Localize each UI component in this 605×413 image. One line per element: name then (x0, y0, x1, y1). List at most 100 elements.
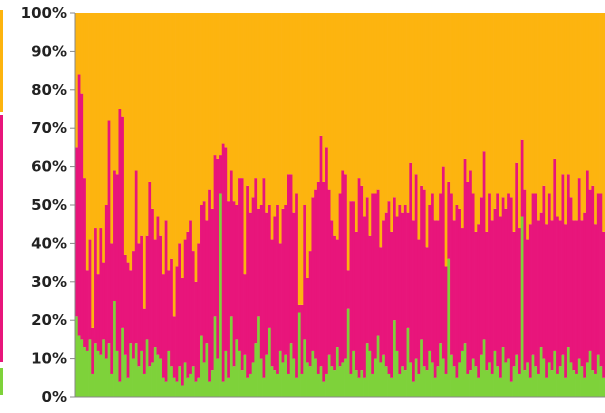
bar-segment-top-40 (183, 13, 187, 240)
bar-segment-top-63 (246, 13, 250, 186)
bar-segment-top-87 (311, 13, 315, 198)
bar-segment-middle-118 (395, 216, 399, 351)
bar-segment-bottom-106 (363, 377, 367, 397)
bar-segment-bottom-13 (110, 373, 114, 397)
bar-segment-middle-168 (531, 193, 535, 355)
bar-segment-middle-189 (588, 189, 592, 351)
bar-segment-bottom-179 (561, 354, 565, 397)
bar-segment-bottom-74 (276, 373, 280, 397)
bar-segment-middle-32 (161, 274, 166, 378)
bar-segment-bottom-78 (287, 373, 291, 397)
bar-segment-middle-26 (145, 235, 149, 340)
bar-segment-middle-10 (102, 262, 106, 340)
bar-segment-middle-191 (594, 224, 598, 374)
bar-segment-top-7 (94, 13, 98, 229)
bar-segment-top-0 (75, 13, 79, 148)
bar-segment-top-71 (267, 13, 272, 205)
bar-segment-bottom-134 (439, 343, 443, 397)
bar-segment-top-76 (281, 13, 285, 209)
y-tick-label: 90% (31, 42, 67, 60)
bar-segment-bottom-144 (466, 373, 470, 397)
legend-swatch-bottom (0, 368, 3, 395)
bar-segment-middle-138 (450, 193, 454, 355)
bar-segment-middle-48 (205, 220, 209, 344)
bar-segment-top-164 (520, 13, 524, 140)
bar-segment-middle-47 (202, 201, 206, 363)
bar-segment-middle-103 (354, 231, 359, 371)
bar-segment-top-126 (417, 13, 421, 240)
bar-segment-bottom-49 (208, 381, 212, 397)
bar-segment-bottom-100 (346, 308, 350, 397)
bar-segment-bottom-127 (420, 339, 424, 397)
bar-segment-top-61 (240, 13, 244, 179)
bar-segment-middle-182 (569, 197, 573, 363)
legend-swatch-top (0, 10, 3, 112)
bar-segment-middle-61 (240, 178, 244, 371)
bar-segment-middle-83 (300, 304, 304, 374)
bar-segment-top-145 (469, 13, 473, 171)
bar-segment-top-105 (360, 13, 364, 186)
bar-segment-middle-170 (537, 220, 541, 374)
bar-segment-middle-153 (490, 220, 494, 374)
bar-segment-middle-161 (512, 231, 516, 367)
bar-segment-top-88 (314, 13, 318, 190)
bar-segment-top-122 (406, 13, 410, 213)
bar-segment-top-190 (591, 13, 595, 186)
bar-segment-top-47 (202, 13, 206, 202)
bar-segment-bottom-108 (368, 350, 372, 397)
bar-segment-top-113 (382, 13, 386, 221)
bar-segment-middle-187 (583, 212, 587, 378)
bar-segment-bottom-136 (444, 373, 448, 397)
bar-segment-bottom-29 (153, 347, 157, 397)
bar-segment-middle-21 (132, 251, 136, 359)
bar-segment-top-30 (156, 13, 160, 217)
bar-segment-top-149 (479, 13, 484, 198)
bar-segment-middle-133 (436, 220, 440, 367)
bar-segment-top-62 (243, 13, 247, 275)
bar-segment-middle-166 (526, 239, 530, 363)
bar-segment-top-109 (371, 13, 375, 194)
bar-segment-bottom-153 (490, 373, 494, 397)
bar-segment-middle-35 (170, 258, 174, 367)
bar-segment-top-13 (110, 13, 114, 244)
bar-segment-top-68 (259, 13, 263, 205)
bar-segment-top-179 (561, 13, 565, 175)
bar-segment-middle-30 (156, 216, 160, 355)
bar-segment-middle-132 (433, 220, 437, 378)
bar-segment-middle-116 (390, 231, 394, 378)
bar-segment-middle-44 (194, 281, 198, 382)
y-axis: 0% 10% 20% 30% 40% 50% 60% 70% 80% 90% 100% (21, 4, 605, 406)
bar-segment-bottom-125 (414, 358, 418, 397)
bar-segment-middle-7 (94, 228, 98, 344)
bar-segment-bottom-126 (417, 373, 421, 397)
bar-segment-bottom-157 (501, 347, 505, 397)
bar-segment-top-43 (191, 13, 195, 252)
bar-segment-middle-6 (91, 327, 95, 374)
bar-segment-middle-67 (257, 208, 261, 317)
bar-segment-top-125 (414, 13, 418, 175)
bar-segment-bottom-159 (507, 358, 511, 397)
bar-segment-top-65 (251, 13, 255, 198)
bar-segment-middle-100 (346, 270, 350, 309)
bar-segment-bottom-183 (572, 370, 576, 397)
bar-segment-middle-70 (265, 212, 269, 355)
bar-segment-middle-55 (224, 147, 228, 351)
y-tick-label: 80% (31, 81, 67, 99)
bar-segment-top-12 (107, 13, 111, 121)
bar-segment-middle-42 (189, 220, 193, 374)
bar-segment-bottom-97 (338, 366, 342, 397)
bar-segment-top-130 (428, 13, 432, 205)
bar-segment-bottom-69 (262, 377, 266, 397)
bar-segment-bottom-109 (371, 373, 375, 397)
bar-segment-middle-145 (469, 170, 473, 371)
bar-segment-middle-37 (175, 266, 179, 382)
bar-segment-top-141 (458, 13, 462, 209)
bar-segment-middle-77 (284, 205, 288, 355)
bar-segment-bottom-94 (330, 366, 334, 397)
bar-segment-bottom-178 (558, 366, 562, 397)
bar-segment-middle-179 (561, 174, 565, 355)
bar-segment-bottom-140 (455, 377, 459, 397)
bar-segment-top-84 (303, 13, 307, 205)
bar-segment-middle-66 (254, 178, 258, 344)
bar-segment-middle-16 (118, 109, 122, 382)
